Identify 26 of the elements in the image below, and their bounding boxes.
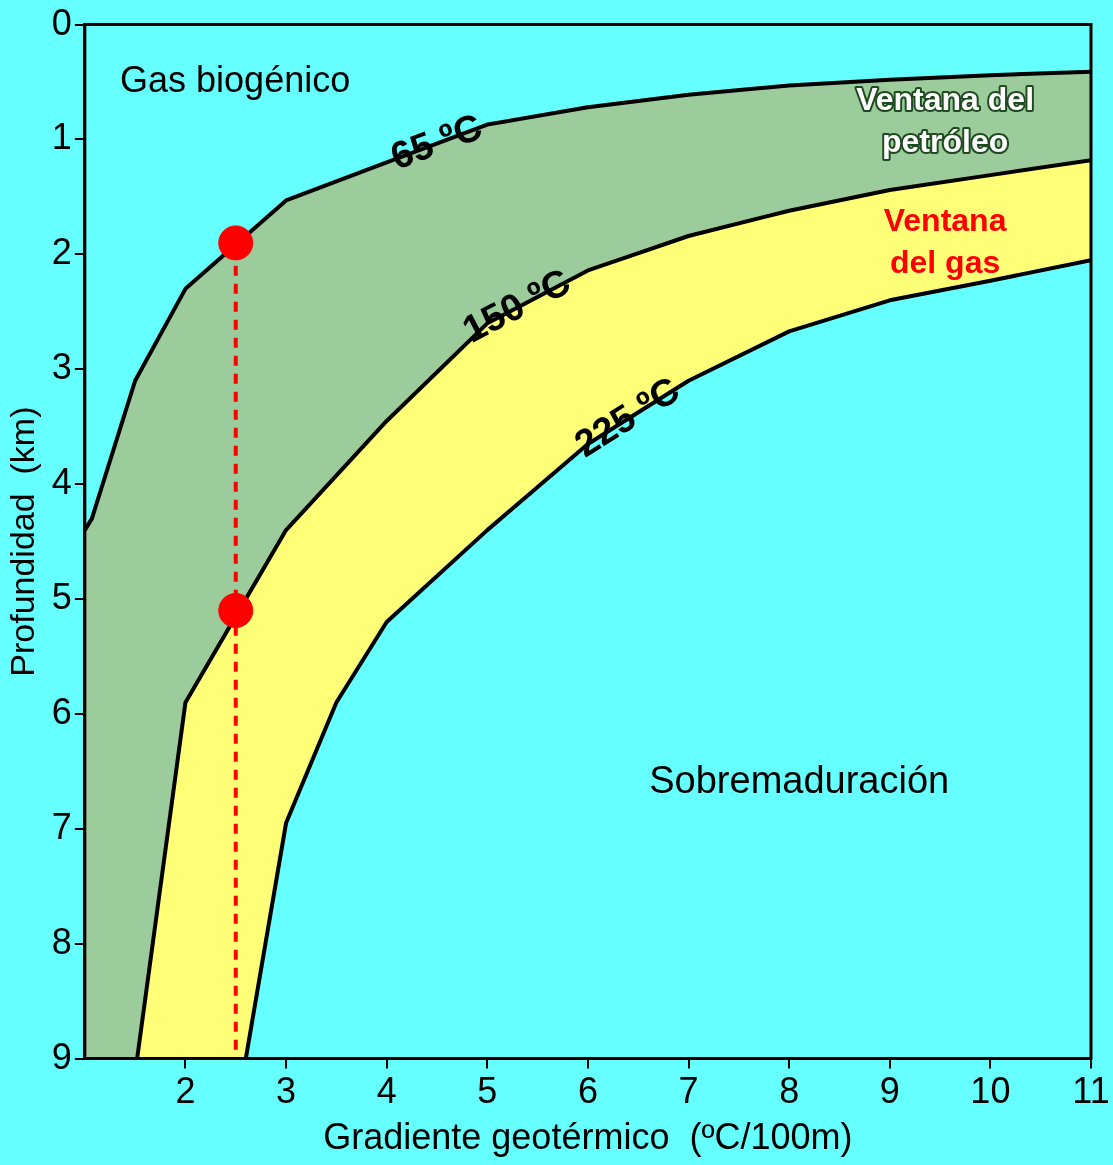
y-tick-label: 1: [51, 116, 72, 158]
x-tick-label: 6: [577, 1070, 598, 1112]
x-tick-label: 7: [678, 1070, 699, 1112]
y-tick-label: 7: [51, 805, 72, 847]
y-tick-label: 8: [51, 920, 72, 962]
x-tick-label: 8: [779, 1070, 800, 1112]
x-tick-label: 4: [376, 1070, 397, 1112]
annotation: Ventana del gas: [883, 201, 1007, 280]
y-tick-label: 3: [51, 346, 72, 388]
annotation: Ventana del petróleo: [856, 81, 1035, 160]
y-axis-title: Profundidad (km): [2, 406, 41, 677]
x-tick-label: 10: [970, 1070, 1011, 1112]
y-tick-label: 6: [51, 690, 72, 732]
annotation: Gas biogénico: [120, 58, 351, 100]
y-tick-label: 5: [51, 575, 72, 617]
y-tick-label: 4: [51, 461, 72, 503]
x-tick-label: 2: [175, 1070, 196, 1112]
x-tick-label: 3: [276, 1070, 297, 1112]
x-tick-label: 5: [477, 1070, 498, 1112]
y-tick-label: 9: [51, 1035, 72, 1077]
x-tick-label: 11: [1072, 1070, 1110, 1112]
annotation: Sobremaduración: [649, 759, 950, 802]
x-tick-label: 9: [879, 1070, 900, 1112]
y-tick-label: 0: [51, 1, 72, 43]
y-tick-label: 2: [51, 231, 72, 273]
x-axis-title: Gradiente geotérmico (ºC/100m): [323, 1116, 853, 1158]
